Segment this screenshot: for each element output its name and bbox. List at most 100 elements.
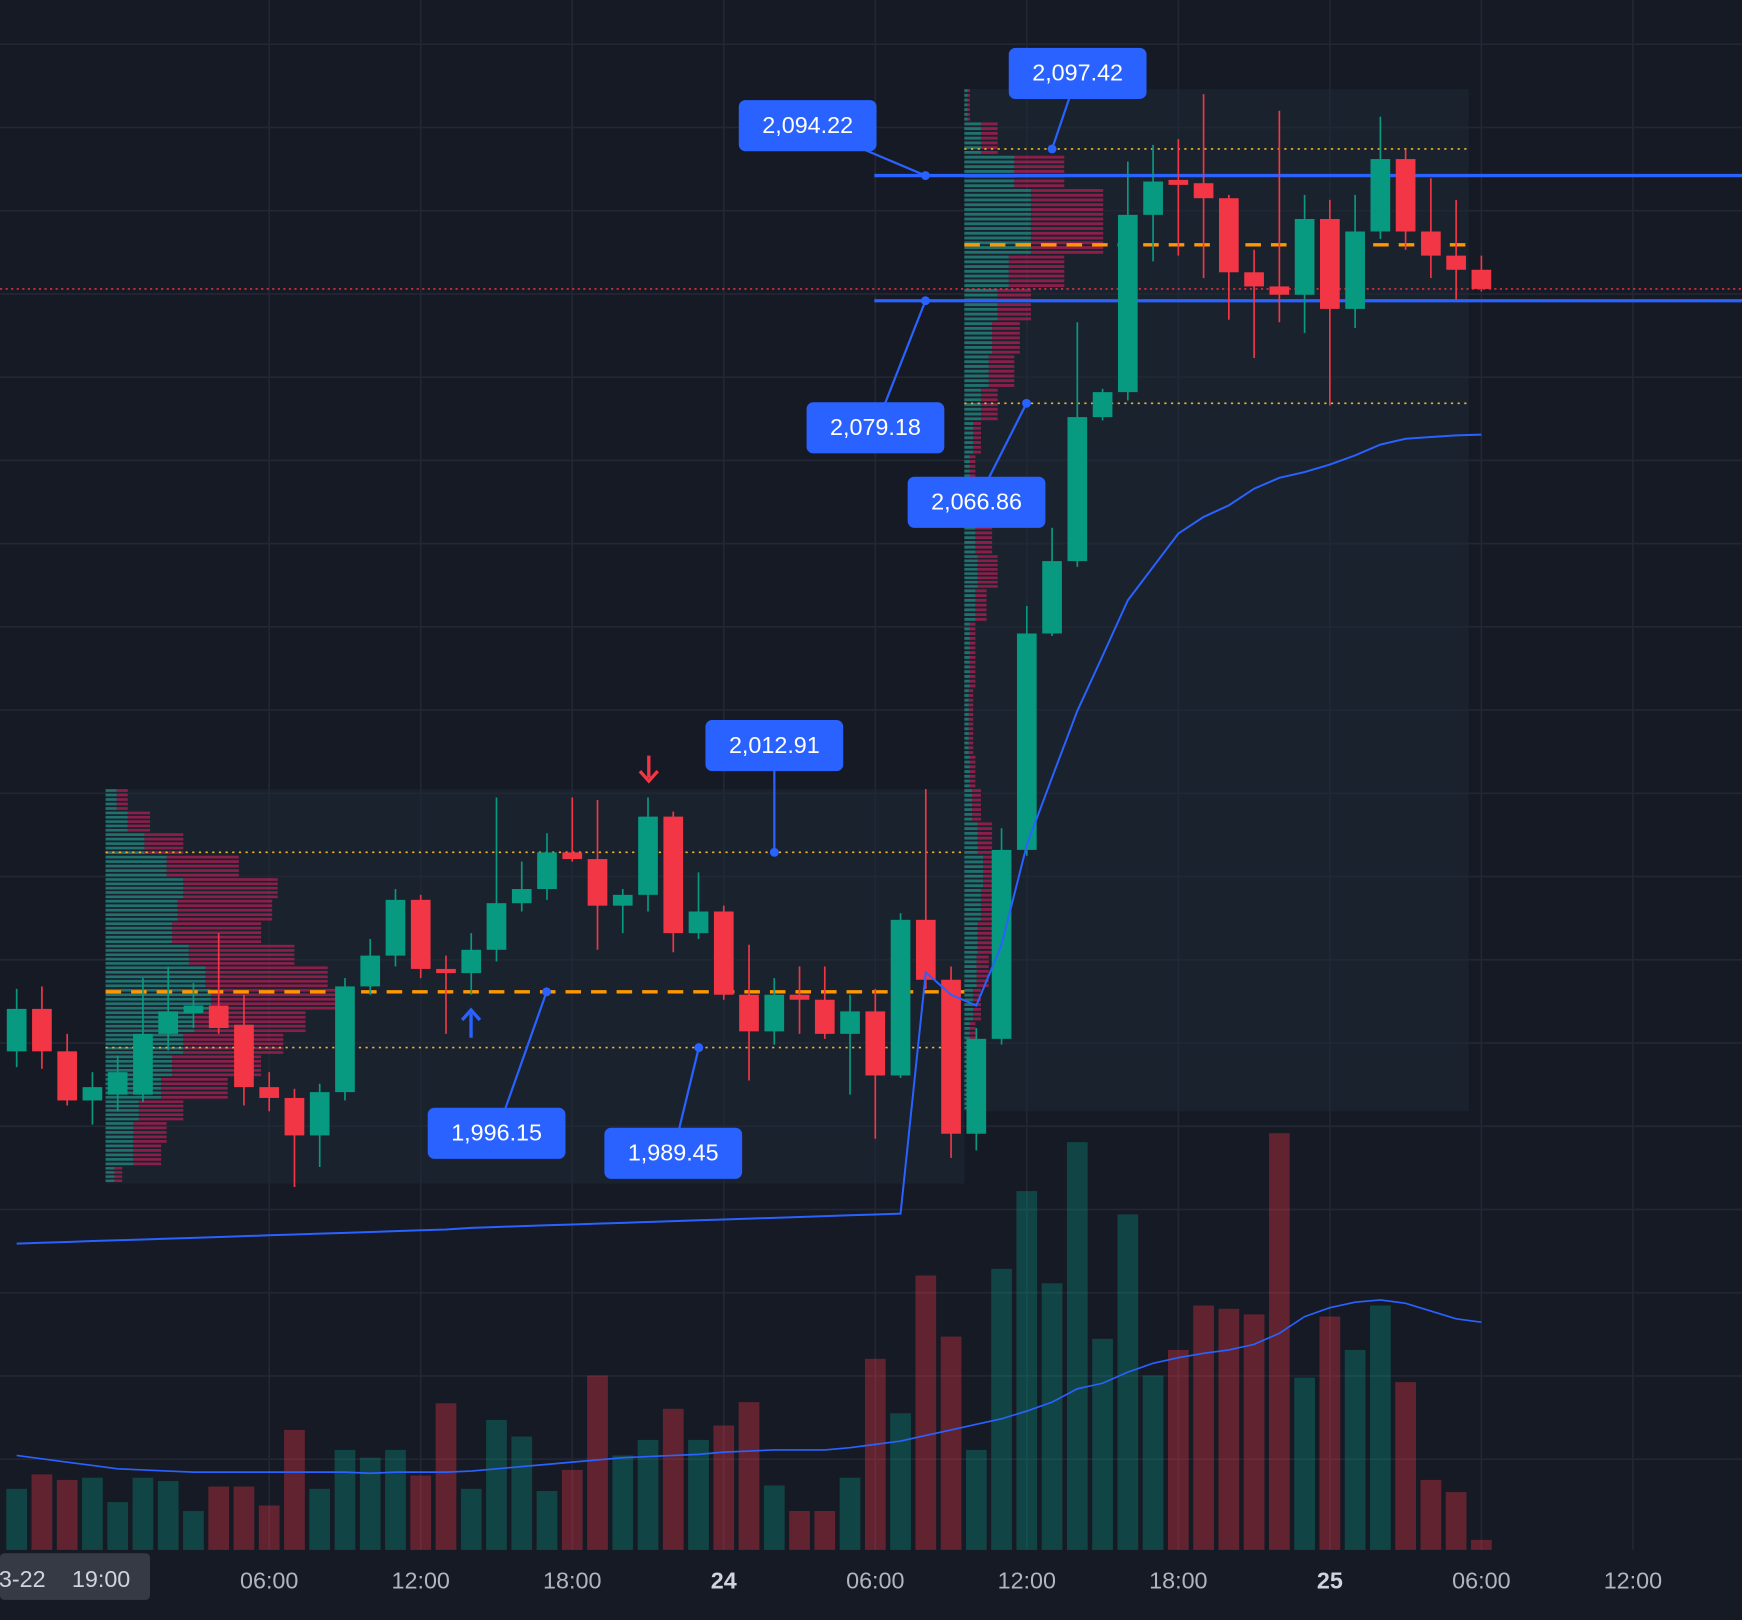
- profile-up-bar: [964, 184, 1015, 188]
- volume-bar: [1268, 1133, 1290, 1550]
- annotation-label: 2,079.18: [830, 414, 921, 440]
- profile-up-bar: [964, 455, 970, 459]
- profile-up-bar: [964, 355, 989, 359]
- profile-up-bar: [105, 1149, 134, 1152]
- profile-up-bar: [105, 807, 117, 810]
- volume-bar: [1016, 1191, 1038, 1550]
- profile-up-bar: [964, 279, 1009, 283]
- profile-down-bar: [194, 1011, 306, 1015]
- profile-up-bar: [105, 789, 117, 792]
- profile-up-bar: [964, 703, 969, 707]
- profile-up-bar: [964, 1026, 970, 1030]
- volume-bar: [258, 1505, 280, 1550]
- profile-up-bar: [964, 374, 989, 378]
- profile-up-bar: [964, 227, 1031, 230]
- profile-down-bar: [172, 931, 262, 935]
- profile-down-bar: [194, 1015, 306, 1019]
- profile-down-bar: [127, 820, 150, 823]
- volume-bar: [1243, 1314, 1265, 1550]
- profile-up-bar: [105, 873, 167, 877]
- profile-up-bar: [964, 580, 978, 584]
- profile-up-bar: [964, 589, 976, 593]
- profile-up-bar: [964, 293, 998, 297]
- volume-bar: [435, 1403, 457, 1550]
- profile-up-bar: [964, 417, 981, 421]
- volume-bar: [1041, 1283, 1063, 1550]
- profile-up-bar: [105, 882, 184, 886]
- profile-down-bar: [1008, 265, 1065, 268]
- profile-up-bar: [105, 997, 212, 1001]
- profile-down-bar: [205, 966, 328, 970]
- profile-up-bar: [964, 808, 973, 812]
- profile-up-bar: [105, 1162, 134, 1166]
- profile-up-bar: [964, 117, 968, 121]
- profile-down-bar: [975, 545, 993, 549]
- volume-bar: [183, 1511, 204, 1550]
- annotation-label: 2,012.91: [729, 732, 820, 758]
- volume-bar: [763, 1485, 785, 1550]
- profile-down-bar: [127, 828, 150, 832]
- profile-down-bar: [973, 436, 981, 440]
- profile-down-bar: [973, 431, 981, 435]
- profile-up-bar: [964, 827, 978, 831]
- volume-bar: [410, 1475, 432, 1550]
- profile-up-bar: [105, 899, 178, 903]
- profile-up-bar: [105, 1011, 195, 1015]
- profile-down-bar: [977, 946, 993, 949]
- profile-down-bar: [973, 441, 981, 444]
- profile-down-bar: [969, 464, 976, 468]
- profile-down-bar: [969, 765, 976, 769]
- profile-up-bar: [964, 531, 976, 535]
- profile-down-bar: [177, 899, 273, 903]
- profile-down-bar: [138, 1104, 184, 1108]
- volume-bar: [713, 1425, 735, 1550]
- candle-body: [133, 1033, 153, 1095]
- profile-down-bar: [969, 455, 976, 459]
- profile-up-bar: [964, 1102, 967, 1105]
- profile-down-bar: [127, 824, 150, 828]
- volume-bar: [460, 1488, 482, 1550]
- profile-up-bar: [964, 98, 968, 102]
- profile-down-bar: [968, 703, 974, 707]
- profile-down-bar: [976, 974, 989, 978]
- profile-up-bar: [105, 824, 128, 828]
- buy-signal-arrow: [460, 1007, 482, 1038]
- volume-bar: [132, 1477, 154, 1550]
- volume-bar: [1218, 1308, 1240, 1550]
- profile-down-bar: [973, 988, 981, 992]
- profile-up-bar: [105, 855, 167, 859]
- profile-up-bar: [964, 212, 1031, 216]
- volume-bar: [359, 1457, 381, 1550]
- profile-down-bar: [211, 993, 339, 997]
- profile-down-bar: [133, 1162, 162, 1166]
- candle-body: [436, 968, 456, 974]
- profile-down-bar: [183, 1033, 284, 1037]
- profile-up-bar: [105, 833, 145, 836]
- profile-up-bar: [105, 935, 173, 939]
- profile-down-bar: [969, 460, 976, 463]
- profile-down-bar: [166, 864, 239, 868]
- profile-up-bar: [964, 412, 981, 416]
- profile-down-bar: [980, 127, 998, 131]
- profile-down-bar: [166, 860, 239, 863]
- profile-down-bar: [977, 576, 998, 580]
- profile-down-bar: [967, 93, 970, 97]
- profile-down-bar: [980, 403, 998, 406]
- profile-down-bar: [977, 931, 993, 935]
- volume-bar: [1294, 1377, 1315, 1550]
- profile-up-bar: [964, 108, 968, 112]
- profile-down-bar: [183, 895, 278, 899]
- candle-body: [1218, 198, 1239, 273]
- profile-down-bar: [172, 926, 262, 930]
- candle-body: [259, 1087, 280, 1098]
- profile-up-bar: [964, 898, 981, 902]
- profile-down-bar: [133, 1144, 162, 1148]
- profile-up-bar: [105, 940, 173, 944]
- volume-bar: [991, 1268, 1012, 1550]
- profile-down-bar: [977, 585, 998, 588]
- profile-up-bar: [964, 222, 1031, 226]
- profile-down-bar: [969, 675, 976, 678]
- volume-bar: [334, 1449, 356, 1550]
- profile-down-bar: [133, 1135, 167, 1139]
- candle-body: [587, 859, 608, 906]
